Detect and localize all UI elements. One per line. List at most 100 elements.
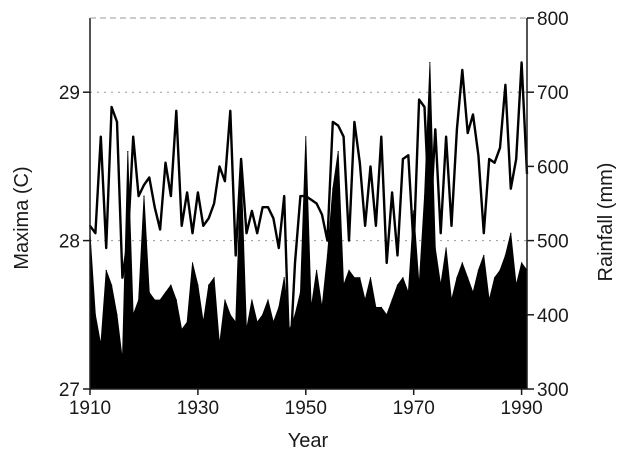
maxima-point-1932 (208, 284, 210, 286)
maxima-point-1936 (229, 314, 231, 316)
maxima-point-1940 (251, 299, 253, 301)
maxima-point-1943 (267, 299, 269, 301)
x-tick-label-1950: 1950 (285, 398, 327, 419)
maxima-point-1990 (521, 262, 523, 264)
rainfall-point-1978 (456, 128, 458, 131)
maxima-point-1956 (337, 151, 339, 153)
maxima-point-1942 (262, 314, 264, 316)
maxima-point-1982 (477, 269, 479, 271)
rainfall-point-1927 (180, 225, 183, 227)
rainfall-point-1926 (175, 110, 178, 112)
rainfall-point-1936 (229, 110, 232, 112)
rainfall-point-1914 (110, 106, 113, 108)
rainfall-point-1979 (461, 69, 464, 71)
maxima-point-1951 (310, 306, 312, 308)
maxima-point-1965 (386, 314, 388, 316)
rainfall-point-1962 (369, 165, 372, 168)
rainfall-point-1963 (375, 225, 377, 227)
maxima-point-1963 (375, 306, 377, 308)
rainfall-point-1949 (299, 195, 302, 197)
maxima-point-1957 (343, 284, 345, 286)
rainfall-point-1916 (121, 276, 124, 279)
maxima-point-1954 (326, 254, 328, 256)
maxima-point-1918 (132, 314, 134, 316)
rainfall-point-1973 (429, 225, 431, 227)
rainfall-point-1990 (520, 61, 523, 64)
rainfall-point-1968 (402, 158, 404, 160)
maxima-point-1935 (224, 299, 226, 301)
maxima-point-1955 (332, 188, 334, 190)
rainfall-point-1983 (483, 232, 485, 234)
rainfall-point-1928 (186, 191, 188, 194)
maxima-point-1975 (440, 284, 442, 286)
right-tick-label-600: 600 (537, 157, 569, 178)
rainfall-point-1985 (493, 161, 496, 164)
maxima-point-1966 (391, 299, 393, 301)
rainfall-point-1987 (504, 84, 507, 86)
maxima-point-1924 (164, 291, 167, 294)
rainfall-point-1938 (240, 158, 242, 160)
rainfall-point-1984 (488, 158, 491, 160)
right-tick-label-700: 700 (537, 83, 569, 104)
rainfall-point-1960 (359, 161, 361, 164)
rainfall-point-1988 (510, 187, 512, 190)
rainfall-point-1956 (337, 124, 340, 127)
maxima-point-1952 (316, 269, 318, 271)
rainfall-point-1971 (418, 98, 420, 101)
x-axis-title: Year (288, 430, 329, 451)
maxima-point-1931 (202, 321, 204, 323)
maxima-area-series (89, 61, 528, 390)
maxima-point-1941 (256, 321, 258, 323)
x-tick-label-1930: 1930 (177, 398, 219, 419)
maxima-point-1978 (456, 277, 458, 279)
rainfall-point-1918 (132, 135, 134, 138)
rainfall-point-1913 (105, 247, 107, 249)
rainfall-point-1967 (396, 254, 399, 257)
maxima-point-1960 (359, 277, 361, 279)
maxima-point-1921 (148, 291, 150, 294)
rainfall-point-1974 (434, 128, 437, 131)
rainfall-point-1932 (207, 217, 210, 220)
plot-frame (89, 17, 528, 390)
maxima-point-1912 (100, 343, 102, 346)
maxima-point-1926 (175, 299, 177, 301)
rainfall-point-1940 (251, 210, 253, 212)
maxima-point-1929 (191, 262, 194, 264)
rainfall-point-1942 (261, 206, 264, 208)
rainfall-line (89, 61, 529, 368)
maxima-point-1980 (467, 277, 469, 279)
maxima-point-1919 (138, 299, 140, 301)
rainfall-point-1965 (385, 262, 388, 264)
maxima-point-1971 (418, 284, 420, 286)
maxima-point-1964 (380, 306, 382, 308)
maxima-point-1979 (461, 262, 463, 264)
rainfall-point-1950 (305, 195, 307, 197)
rainfall-point-1943 (267, 206, 269, 208)
right-tick-label-300: 300 (537, 380, 569, 401)
rainfall-point-1915 (116, 121, 118, 123)
rainfall-point-1919 (137, 195, 140, 197)
y-axis-title-left: Maxima (C) (11, 166, 33, 269)
maxima-point-1914 (111, 284, 113, 286)
maxima-point-1959 (353, 277, 355, 279)
left-tick-label-29: 29 (59, 83, 80, 104)
rainfall-point-1947 (288, 365, 291, 368)
maxima-point-1987 (504, 254, 506, 256)
rainfall-point-1982 (477, 154, 480, 157)
maxima-point-1967 (396, 284, 399, 286)
maxima-point-1944 (272, 321, 274, 323)
maxima-point-1930 (197, 284, 199, 286)
maxima-point-1968 (402, 277, 404, 279)
rainfall-point-1934 (218, 165, 221, 168)
rainfall-point-1920 (143, 184, 145, 186)
maxima-point-1953 (321, 306, 323, 308)
x-tick-label-1990: 1990 (500, 398, 542, 419)
rainfall-point-1939 (245, 232, 248, 234)
rainfall-point-1930 (197, 191, 199, 194)
rainfall-line-series (89, 61, 529, 368)
rainfall-point-1951 (310, 199, 313, 201)
maxima-point-1962 (369, 277, 372, 279)
left-tick-label-27: 27 (59, 380, 80, 401)
rainfall-point-1970 (412, 247, 415, 249)
